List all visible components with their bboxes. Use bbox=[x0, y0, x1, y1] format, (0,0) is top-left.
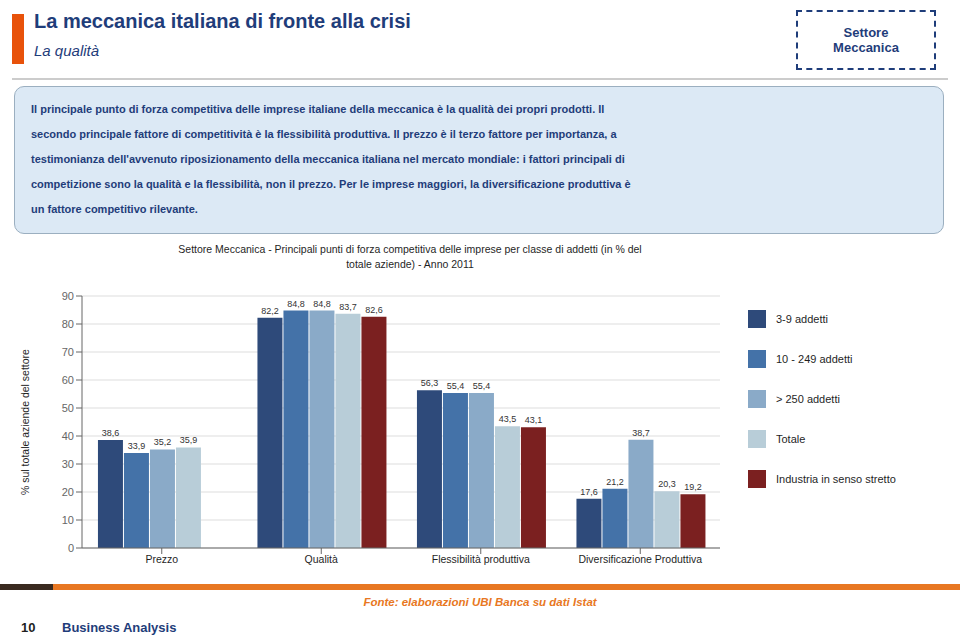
svg-text:43,1: 43,1 bbox=[525, 415, 543, 425]
html-text:Business Analysis: Business Analysis bbox=[62, 620, 177, 635]
svg-text:40: 40 bbox=[62, 430, 74, 442]
svg-text:35,2: 35,2 bbox=[154, 437, 172, 447]
svg-text:38,6: 38,6 bbox=[102, 428, 120, 438]
svg-text:Prezzo: Prezzo bbox=[145, 553, 178, 565]
html-text:La meccanica italiana di front: La meccanica italiana di fronte alla cri… bbox=[34, 10, 411, 32]
svg-text:43,5: 43,5 bbox=[499, 414, 517, 424]
svg-text:35,9: 35,9 bbox=[180, 435, 198, 445]
html-text:secondo principale fattore di: secondo principale fattore di competitiv… bbox=[31, 128, 617, 140]
html-text:un fattore competitivo rilevan: un fattore competitivo rilevante. bbox=[31, 203, 198, 215]
html-text:Settore Meccanica: Settore Meccanica bbox=[833, 25, 899, 55]
svg-text:55,4: 55,4 bbox=[473, 381, 491, 391]
svg-text:80: 80 bbox=[62, 318, 74, 330]
svg-text:50: 50 bbox=[62, 402, 74, 414]
html-text:Totale: Totale bbox=[776, 433, 806, 445]
svg-text:Qualità: Qualità bbox=[305, 553, 338, 565]
svg-text:17,6: 17,6 bbox=[580, 487, 598, 497]
svg-text:82,6: 82,6 bbox=[365, 305, 383, 315]
html-text:competizione sono la qualità e: competizione sono la qualità e la flessi… bbox=[31, 178, 631, 190]
svg-text:10: 10 bbox=[62, 514, 74, 526]
svg-text:70: 70 bbox=[62, 346, 74, 358]
svg-text:33,9: 33,9 bbox=[128, 441, 146, 451]
svg-text:0: 0 bbox=[68, 542, 74, 554]
svg-text:90: 90 bbox=[62, 290, 74, 302]
html-text:Settore Meccanica - Principali: Settore Meccanica - Principali punti di … bbox=[178, 243, 642, 270]
svg-text:Diversificazione Produttiva: Diversificazione Produttiva bbox=[578, 553, 702, 565]
svg-text:60: 60 bbox=[62, 374, 74, 386]
svg-text:55,4: 55,4 bbox=[447, 381, 465, 391]
svg-text:38,7: 38,7 bbox=[632, 428, 650, 438]
svg-text:20,3: 20,3 bbox=[658, 479, 676, 489]
html-text:Il principale punto di forza c: Il principale punto di forza competitiva… bbox=[31, 103, 605, 115]
html-text:10 - 249 addetti: 10 - 249 addetti bbox=[776, 353, 853, 365]
svg-text:56,3: 56,3 bbox=[421, 378, 439, 388]
html-text:testimonianza dell'avvenuto ri: testimonianza dell'avvenuto riposizionam… bbox=[31, 153, 625, 165]
html-text:Fonte: elaborazioni UBI Banca: Fonte: elaborazioni UBI Banca su dati Is… bbox=[363, 596, 597, 608]
svg-text:84,8: 84,8 bbox=[313, 299, 331, 309]
svg-text:Flessibilità produttiva: Flessibilità produttiva bbox=[432, 553, 530, 565]
svg-text:% sul totale aziende del setto: % sul totale aziende del settore bbox=[19, 349, 31, 495]
svg-text:30: 30 bbox=[62, 458, 74, 470]
svg-text:19,2: 19,2 bbox=[684, 482, 702, 492]
html-text:La qualità: La qualità bbox=[34, 42, 100, 59]
svg-text:82,2: 82,2 bbox=[261, 306, 279, 316]
svg-text:84,8: 84,8 bbox=[287, 299, 305, 309]
html-text:10: 10 bbox=[21, 620, 36, 635]
html-text:Industria in senso stretto: Industria in senso stretto bbox=[776, 473, 896, 485]
html-text:> 250 addetti: > 250 addetti bbox=[776, 393, 840, 405]
svg-text:83,7: 83,7 bbox=[339, 302, 357, 312]
svg-text:21,2: 21,2 bbox=[606, 477, 624, 487]
svg-text:20: 20 bbox=[62, 486, 74, 498]
html-text:3-9 addetti: 3-9 addetti bbox=[776, 313, 828, 325]
